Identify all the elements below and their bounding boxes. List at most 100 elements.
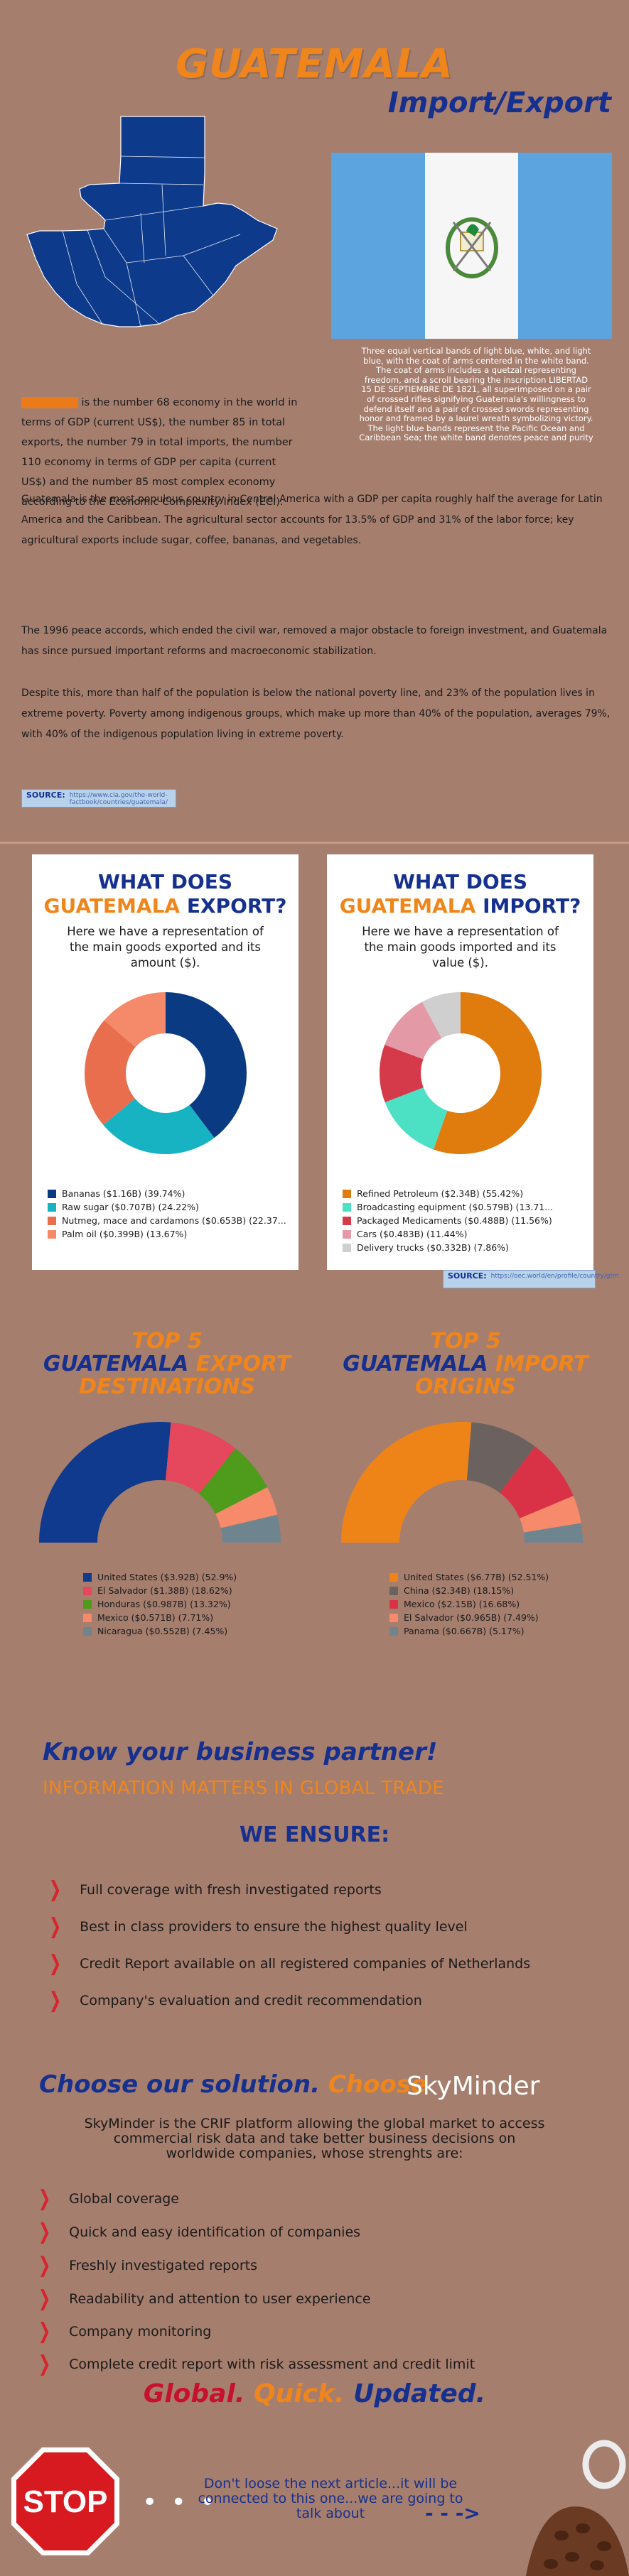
legend-swatch [83, 1599, 92, 1609]
destination-legend-item: Honduras ($0.987B) (13.32%) [83, 1597, 275, 1611]
flag-caption-line: The light blue bands represent the Pacif… [359, 423, 593, 443]
flag-caption: Three equal vertical bands of light blue… [359, 346, 593, 443]
legend-swatch [343, 1243, 351, 1252]
export-slice [103, 1098, 215, 1154]
legend-label: Delivery trucks ($0.332B) (7.86%) [357, 1242, 509, 1253]
export-card: WHAT DOES GUATEMALA EXPORT? Here we have… [32, 854, 299, 1270]
legend-label: Broadcasting equipment ($0.579B) (13.71.… [357, 1202, 554, 1212]
destination-legend-item: United States ($3.92B) (52.9%) [83, 1570, 275, 1584]
top5-import-line: ORIGINS [414, 1374, 517, 1399]
source-label: SOURCE: [448, 1271, 487, 1281]
intro-highlight: Guatemala [21, 397, 78, 408]
legend-swatch [83, 1626, 92, 1636]
legend-label: Mexico ($2.15B) (16.68%) [404, 1599, 520, 1609]
legend-label: Mexico ($0.571B) (7.71%) [97, 1612, 214, 1623]
legend-label: Nutmeg, mace and cardamons ($0.653B) (22… [62, 1215, 286, 1226]
import-legend-item: Packaged Medicaments ($0.488B) (11.56%) [343, 1214, 581, 1227]
legend-swatch [83, 1572, 92, 1582]
intro-paragraph: Guatemala is the number 68 economy in th… [21, 393, 302, 512]
export-slice [166, 992, 247, 1138]
info-matters-heading: INFORMATION MATTERS IN GLOBAL TRADE [43, 1778, 444, 1799]
destination-legend-item: El Salvador ($1.38B) (18.62%) [83, 1584, 275, 1597]
tagline: Global. Quick. Updated. [0, 2379, 629, 2408]
import-legend-item: Cars ($0.483B) (11.44%) [343, 1227, 581, 1241]
import-card-title: WHAT DOES GUATEMALA IMPORT? [327, 870, 593, 918]
origin-slice [466, 1422, 535, 1493]
source-url[interactable]: https://www.cia.gov/the-world-factbook/c… [69, 792, 168, 806]
legend-swatch [83, 1613, 92, 1622]
top5-import-word: IMPORT [495, 1352, 588, 1376]
legend-label: El Salvador ($0.965B) (7.49%) [404, 1612, 539, 1623]
strength-item-label: Readability and attention to user experi… [69, 2291, 371, 2307]
export-slice [104, 992, 166, 1048]
flag-caption-line: The coat of arms includes a quetzal repr… [359, 365, 593, 424]
strength-item-label: Company monitoring [69, 2324, 212, 2339]
top5-import-country: GUATEMALA [343, 1352, 488, 1376]
legend-swatch [389, 1613, 398, 1622]
chevron-right-icon: ❯ [38, 2219, 51, 2244]
body-paragraph-3: Despite this, more than half of the popu… [21, 688, 611, 740]
legend-swatch [48, 1202, 56, 1212]
legend-swatch [343, 1216, 351, 1225]
we-ensure-heading: WE ENSURE: [239, 1822, 390, 1847]
destination-slice [39, 1422, 171, 1543]
strength-item: ❯ Company monitoring [36, 2321, 212, 2342]
import-slice [385, 1001, 442, 1060]
legend-label: Bananas ($1.16B) (39.74%) [62, 1188, 186, 1199]
export-legend-item: Bananas ($1.16B) (39.74%) [48, 1187, 286, 1200]
ensure-item: ❯ Best in class providers to ensure the h… [46, 1914, 468, 1939]
legend-label: Nicaragua ($0.552B) (7.45%) [97, 1626, 228, 1636]
coffee-beans-image [526, 2440, 629, 2576]
destination-slice [199, 1448, 268, 1514]
source-url[interactable]: https://oec.world/en/profile/country/gtm [490, 1273, 619, 1280]
ensure-item-label: Best in class providers to ensure the hi… [80, 1919, 468, 1935]
source-label: SOURCE: [26, 790, 65, 800]
origin-legend-item: Mexico ($2.15B) (16.68%) [389, 1597, 588, 1611]
ensure-item-label: Company's evaluation and credit recommen… [80, 1993, 422, 2009]
strength-item: ❯ Freshly investigated reports [36, 2255, 257, 2276]
export-title-line: WHAT DOES [98, 870, 232, 893]
export-legend-item: Palm oil ($0.399B) (13.67%) [48, 1227, 286, 1241]
ellipsis-dots: • • • [142, 2488, 218, 2517]
top5-export-line: DESTINATIONS [79, 1374, 255, 1399]
export-card-title: WHAT DOES GUATEMALA EXPORT? [32, 870, 299, 918]
skyminder-logo[interactable]: SkyMinder [407, 2072, 540, 2101]
export-slice [85, 1020, 136, 1125]
strength-item: ❯ Complete credit report with risk assess… [36, 2354, 475, 2375]
origin-slice [500, 1446, 574, 1518]
legend-swatch [389, 1572, 398, 1582]
strength-item-label: Quick and easy identification of compani… [69, 2224, 361, 2240]
origin-legend-item: United States ($6.77B) (52.51%) [389, 1570, 588, 1584]
legend-label: Palm oil ($0.399B) (13.67%) [62, 1229, 188, 1239]
strength-item: ❯ Quick and easy identification of compan… [36, 2219, 361, 2244]
legend-label: United States ($6.77B) (52.51%) [404, 1572, 549, 1582]
strength-item-label: Global coverage [69, 2191, 179, 2207]
strength-item: ❯ Readability and attention to user exper… [36, 2288, 371, 2310]
import-title-word: IMPORT? [483, 894, 581, 918]
import-legend: Refined Petroleum ($2.34B) (55.42%) Broad… [343, 1187, 581, 1254]
know-partner-heading: Know your business partner! [43, 1738, 438, 1766]
destination-slice [220, 1514, 281, 1543]
legend-swatch [48, 1229, 56, 1239]
flag-caption-line: Three equal vertical bands of light blue… [361, 346, 591, 366]
chevron-right-icon: ❯ [48, 1988, 62, 2013]
choose-word: Choose [328, 2070, 428, 2099]
legend-label: China ($2.34B) (18.15%) [404, 1585, 515, 1596]
ensure-item: ❯ Credit Report available on all register… [46, 1953, 530, 1974]
import-title-line: WHAT DOES [393, 870, 527, 893]
source-link-1[interactable]: SOURCE: https://www.cia.gov/the-world-fa… [21, 789, 176, 808]
choose-solution-heading: Choose our solution. Choose [39, 2070, 427, 2099]
export-destinations-legend: United States ($3.92B) (52.9%) El Salvado… [83, 1570, 275, 1638]
choose-text: Choose our solution. [39, 2070, 321, 2099]
legend-swatch [389, 1626, 398, 1636]
import-slice [385, 1087, 448, 1150]
guatemala-flag [331, 153, 613, 339]
import-origins-chart [341, 1422, 583, 1543]
stop-sign-label: STOP [23, 2484, 107, 2519]
chevron-right-icon: ❯ [48, 1914, 62, 1939]
origin-legend-item: El Salvador ($0.965B) (7.49%) [389, 1611, 588, 1624]
legend-swatch [83, 1586, 92, 1595]
import-origins-legend: United States ($6.77B) (52.51%) China ($2… [389, 1570, 588, 1638]
source-link-2[interactable]: SOURCE: https://oec.world/en/profile/cou… [443, 1270, 619, 1288]
import-title-country: GUATEMALA [339, 894, 476, 918]
